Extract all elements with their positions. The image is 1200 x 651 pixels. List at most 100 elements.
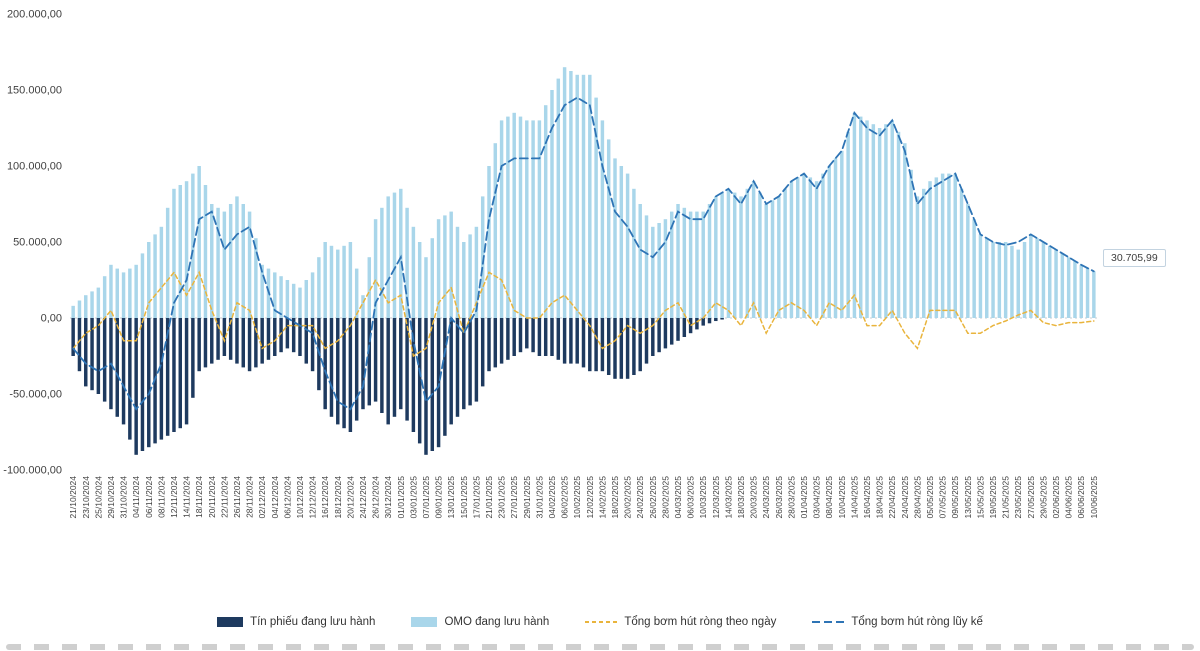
bar bbox=[96, 287, 101, 318]
x-axis-tick: 03/01/2025 bbox=[408, 476, 418, 519]
x-axis-tick: 24/02/2025 bbox=[635, 476, 645, 519]
x-axis-tick: 15/05/2025 bbox=[975, 476, 985, 519]
bar bbox=[569, 71, 573, 318]
bar bbox=[575, 318, 579, 364]
bar bbox=[720, 318, 724, 320]
x-axis-tick: 10/02/2025 bbox=[572, 476, 582, 519]
x-axis-tick: 25/10/2024 bbox=[93, 476, 103, 519]
bar bbox=[115, 318, 119, 417]
bar bbox=[795, 177, 800, 318]
x-axis-tick: 26/11/2024 bbox=[232, 476, 242, 518]
bar bbox=[688, 211, 693, 318]
bar bbox=[197, 166, 201, 318]
bar bbox=[720, 192, 724, 318]
bar bbox=[455, 318, 460, 417]
bar bbox=[657, 318, 661, 353]
bar bbox=[121, 272, 126, 318]
bar bbox=[632, 188, 636, 318]
x-axis-tick: 20/03/2025 bbox=[749, 476, 759, 519]
bar bbox=[323, 242, 327, 318]
bar bbox=[443, 318, 447, 436]
line-series-1 bbox=[72, 96, 1095, 411]
bar bbox=[600, 120, 605, 319]
x-axis-tick: 27/01/2025 bbox=[509, 476, 519, 519]
bar bbox=[96, 318, 101, 394]
bar bbox=[676, 318, 680, 341]
bar bbox=[462, 242, 466, 318]
bar bbox=[424, 257, 428, 318]
bar bbox=[1022, 242, 1027, 318]
bar bbox=[348, 242, 353, 318]
x-axis-tick: 06/12/2024 bbox=[282, 476, 292, 519]
bar bbox=[468, 234, 472, 318]
bar bbox=[304, 280, 309, 318]
bar bbox=[537, 120, 542, 319]
x-axis-tick: 06/03/2025 bbox=[686, 476, 696, 519]
bar bbox=[285, 280, 290, 318]
bar bbox=[947, 173, 951, 318]
bar bbox=[600, 318, 605, 372]
bar bbox=[846, 131, 850, 318]
bar bbox=[399, 188, 403, 318]
x-axis-tick: 23/01/2025 bbox=[497, 476, 507, 519]
bar bbox=[903, 143, 907, 318]
x-axis-tick: 14/02/2025 bbox=[597, 476, 607, 519]
x-axis-tick: 16/12/2024 bbox=[320, 476, 330, 519]
bar bbox=[1054, 249, 1058, 318]
x-axis-tick: 02/12/2024 bbox=[257, 476, 267, 519]
x-axis-tick: 29/10/2024 bbox=[106, 476, 116, 519]
bar bbox=[336, 249, 340, 318]
x-axis-tick: 01/01/2025 bbox=[396, 476, 406, 519]
bar bbox=[235, 196, 239, 318]
x-axis-tick: 12/02/2025 bbox=[585, 476, 595, 519]
bar bbox=[525, 120, 529, 319]
bar bbox=[581, 74, 586, 318]
bar bbox=[707, 204, 712, 318]
bar bbox=[739, 196, 743, 318]
bar bbox=[1035, 238, 1039, 318]
x-axis-tick: 12/12/2024 bbox=[308, 476, 318, 519]
bar bbox=[241, 204, 245, 318]
bar bbox=[543, 318, 548, 356]
bar bbox=[210, 204, 214, 318]
bar bbox=[172, 188, 176, 318]
bar bbox=[134, 318, 138, 455]
bar bbox=[216, 318, 220, 360]
bar bbox=[254, 238, 258, 318]
bar bbox=[1010, 245, 1014, 318]
bar bbox=[487, 318, 491, 372]
bar bbox=[115, 268, 119, 318]
x-axis-tick: 29/05/2025 bbox=[1038, 476, 1048, 519]
bar bbox=[518, 116, 523, 318]
x-axis-tick: 15/01/2025 bbox=[459, 476, 469, 519]
bar bbox=[934, 177, 939, 318]
bar bbox=[260, 318, 264, 364]
bar bbox=[581, 318, 586, 368]
bar bbox=[140, 253, 145, 318]
bar bbox=[77, 318, 82, 372]
legend-item-3: Tổng bơm hút ròng lũy kế bbox=[812, 616, 983, 628]
bar bbox=[260, 264, 264, 318]
legend-marker-line bbox=[812, 621, 845, 623]
bar bbox=[991, 242, 995, 318]
bar bbox=[676, 204, 680, 318]
x-axis-tick: 28/02/2025 bbox=[660, 476, 670, 519]
bar bbox=[203, 318, 208, 368]
y-axis-tick: 150.000,00 bbox=[7, 85, 62, 97]
bar bbox=[852, 112, 857, 318]
bar bbox=[613, 158, 617, 318]
bar bbox=[436, 318, 441, 448]
bar bbox=[594, 97, 598, 318]
bar bbox=[758, 192, 762, 318]
x-axis-tick: 10/03/2025 bbox=[698, 476, 708, 519]
bar bbox=[865, 120, 869, 319]
bar bbox=[367, 257, 372, 318]
x-axis-tick: 13/05/2025 bbox=[963, 476, 973, 519]
bar bbox=[783, 188, 787, 318]
bar bbox=[978, 234, 983, 318]
bar bbox=[317, 257, 321, 318]
bar bbox=[474, 318, 479, 402]
legend-marker-bar bbox=[411, 617, 438, 627]
bar bbox=[165, 207, 170, 318]
